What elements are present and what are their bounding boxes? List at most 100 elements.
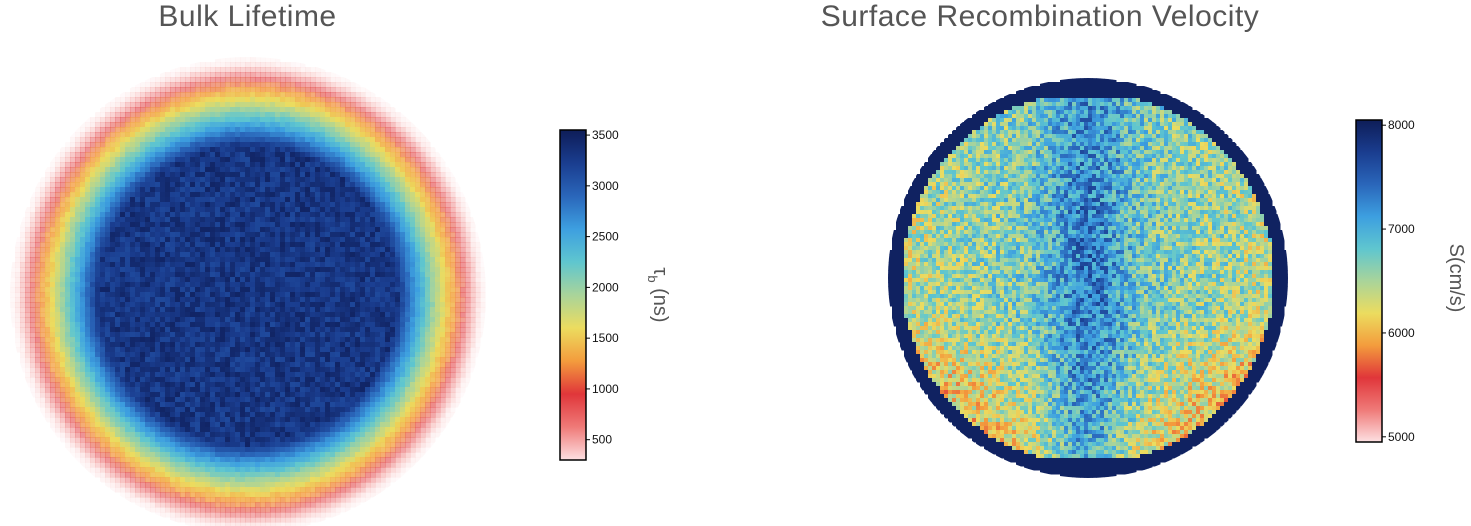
bulk-lifetime-cell [325, 97, 331, 103]
bulk-lifetime-cell [330, 207, 336, 213]
bulk-lifetime-cell [315, 217, 321, 223]
bulk-lifetime-cell [265, 117, 271, 123]
bulk-lifetime-cell [425, 267, 431, 273]
bulk-lifetime-cell [55, 282, 61, 288]
bulk-lifetime-cell [110, 267, 116, 273]
bulk-lifetime-cell [405, 287, 411, 293]
bulk-lifetime-cell [395, 347, 401, 353]
bulk-lifetime-cell [165, 232, 171, 238]
bulk-lifetime-cell [270, 102, 276, 108]
bulk-lifetime-cell [395, 152, 401, 158]
bulk-lifetime-cell [220, 137, 226, 143]
bulk-lifetime-cell [70, 282, 76, 288]
bulk-lifetime-cell [370, 292, 376, 298]
bulk-lifetime-cell [40, 277, 46, 283]
bulk-lifetime-cell [210, 137, 216, 143]
bulk-lifetime-cell [300, 142, 306, 148]
bulk-lifetime-cell [165, 112, 171, 118]
bulk-lifetime-cell [200, 207, 206, 213]
bulk-lifetime-cell [30, 257, 36, 263]
bulk-lifetime-cell [120, 347, 126, 353]
bulk-lifetime-cell [35, 272, 41, 278]
bulk-lifetime-cell [260, 97, 266, 103]
bulk-lifetime-cell [160, 162, 166, 168]
bulk-lifetime-cell [60, 292, 66, 298]
bulk-lifetime-cell [365, 257, 371, 263]
bulk-lifetime-cell [380, 222, 386, 228]
bulk-lifetime-cell [295, 87, 301, 93]
bulk-lifetime-cell [380, 327, 386, 333]
bulk-lifetime-cell [145, 102, 151, 108]
bulk-lifetime-cell [415, 172, 421, 178]
bulk-lifetime-cell [270, 122, 276, 128]
bulk-lifetime-cell [245, 202, 251, 208]
bulk-lifetime-cell [325, 72, 331, 78]
bulk-lifetime-cell [465, 342, 471, 348]
bulk-lifetime-cell [70, 342, 76, 348]
bulk-lifetime-cell [70, 347, 76, 353]
bulk-lifetime-cell [250, 102, 256, 108]
bulk-lifetime-cell [50, 157, 56, 163]
bulk-lifetime-cell [190, 257, 196, 263]
bulk-lifetime-cell [285, 77, 291, 83]
bulk-lifetime-cell [245, 102, 251, 108]
bulk-lifetime-cell [280, 117, 286, 123]
bulk-lifetime-cell [150, 317, 156, 323]
bulk-lifetime-cell [290, 217, 296, 223]
bulk-lifetime-cell [60, 152, 66, 158]
bulk-lifetime-cell [80, 262, 86, 268]
bulk-lifetime-cell [285, 127, 291, 133]
bulk-lifetime-cell [215, 252, 221, 258]
bulk-lifetime-cell [30, 262, 36, 268]
bulk-lifetime-cell [285, 112, 291, 118]
bulk-lifetime-cell [365, 197, 371, 203]
bulk-lifetime-cell [300, 202, 306, 208]
bulk-lifetime-title: Bulk Lifetime [158, 0, 337, 33]
bulk-lifetime-cell [180, 92, 186, 98]
bulk-lifetime-cell [235, 297, 241, 303]
bulk-lifetime-cell [350, 317, 356, 323]
bulk-lifetime-cell [175, 317, 181, 323]
bulk-lifetime-cell [255, 327, 261, 333]
bulk-lifetime-cell [420, 352, 426, 358]
bulk-lifetime-cell [30, 297, 36, 303]
bulk-lifetime-cell [95, 122, 101, 128]
bulk-lifetime-cell [455, 222, 461, 228]
bulk-lifetime-cell [235, 282, 241, 288]
bulk-lifetime-cell [195, 132, 201, 138]
bulk-lifetime-cell [360, 242, 366, 248]
bulk-lifetime-cell [310, 322, 316, 328]
bulk-lifetime-cell [230, 137, 236, 143]
bulk-lifetime-cell [120, 367, 126, 373]
bulk-lifetime-cell [390, 257, 396, 263]
bulk-lifetime-cell [20, 312, 26, 318]
bulk-lifetime-cell [55, 312, 61, 318]
bulk-lifetime-cell [395, 167, 401, 173]
bulk-lifetime-cell [205, 97, 211, 103]
bulk-lifetime-cell [470, 267, 476, 273]
bulk-lifetime-cell [230, 347, 236, 353]
bulk-lifetime-cell [95, 287, 101, 293]
bulk-lifetime-cell [285, 177, 291, 183]
bulk-lifetime-cell [335, 242, 341, 248]
bulk-lifetime-cell [320, 217, 326, 223]
bulk-lifetime-cell [85, 367, 91, 373]
bulk-lifetime-cell [225, 102, 231, 108]
bulk-lifetime-cell [345, 292, 351, 298]
bulk-lifetime-cell [190, 237, 196, 243]
bulk-lifetime-cell [240, 77, 246, 83]
bulk-lifetime-cell [105, 242, 111, 248]
bulk-lifetime-cell [435, 172, 441, 178]
bulk-lifetime-cell [150, 167, 156, 173]
bulk-lifetime-cell [365, 297, 371, 303]
bulk-lifetime-cell [290, 252, 296, 258]
bulk-lifetime-cell [190, 187, 196, 193]
bulk-lifetime-cell [60, 182, 66, 188]
bulk-lifetime-cell [135, 307, 141, 313]
bulk-lifetime-cell [150, 142, 156, 148]
bulk-lifetime-cell [215, 157, 221, 163]
bulk-lifetime-cell [190, 207, 196, 213]
bulk-lifetime-cell [260, 352, 266, 358]
bulk-lifetime-cell [165, 212, 171, 218]
bulk-lifetime-cell [335, 172, 341, 178]
